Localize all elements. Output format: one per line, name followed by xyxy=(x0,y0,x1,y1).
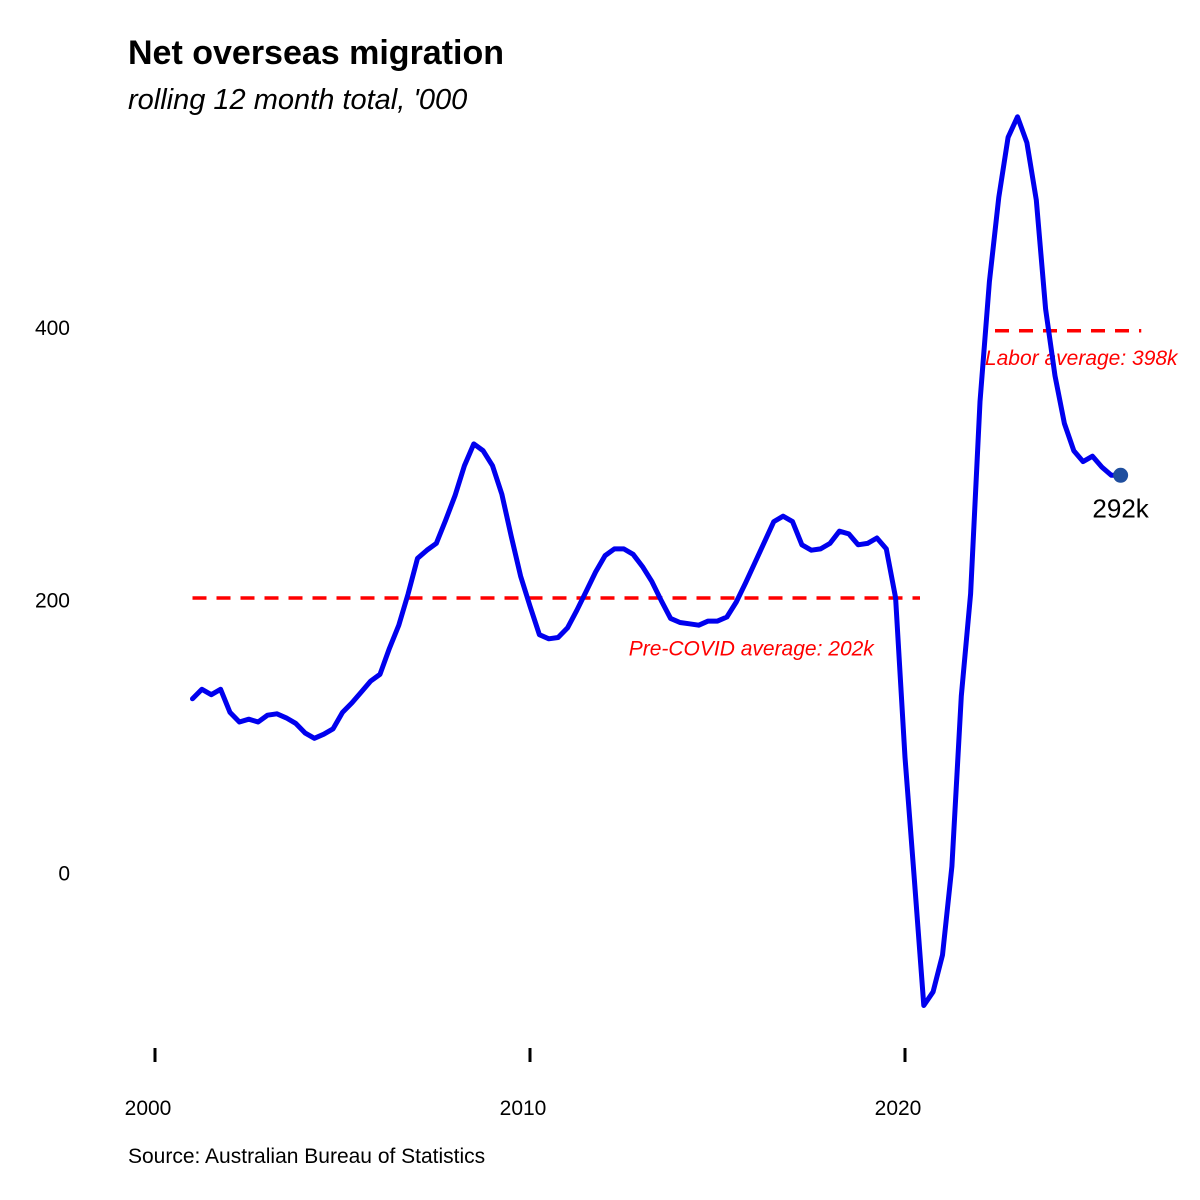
y-tick-label: 0 xyxy=(58,862,70,885)
y-tick-label: 200 xyxy=(35,590,70,613)
series-group xyxy=(190,114,1124,1008)
x-tick-label: 2020 xyxy=(875,1097,922,1120)
series-line xyxy=(190,114,1124,1008)
x-tick-label: 2010 xyxy=(500,1097,547,1120)
source-note: Source: Australian Bureau of Statistics xyxy=(128,1145,486,1168)
y-tick-label: 400 xyxy=(35,317,70,340)
chart-subtitle: rolling 12 month total, '000 xyxy=(128,84,468,116)
x-tick-label: 2000 xyxy=(125,1097,172,1120)
x-axis: 2000 2010 2020 xyxy=(125,1048,922,1120)
reference-line-label: Labor average: 398k xyxy=(985,347,1179,370)
end-point-group: 292k xyxy=(1092,467,1150,523)
end-point-marker xyxy=(1113,467,1129,483)
chart-title: Net overseas migration xyxy=(128,34,505,72)
reference-line-label: Pre-COVID average: 202k xyxy=(629,637,876,660)
y-axis: 0 200 400 xyxy=(35,317,70,885)
reference-lines: Pre-COVID average: 202k Labor average: 39… xyxy=(192,329,1179,660)
end-point-label: 292k xyxy=(1092,493,1149,523)
